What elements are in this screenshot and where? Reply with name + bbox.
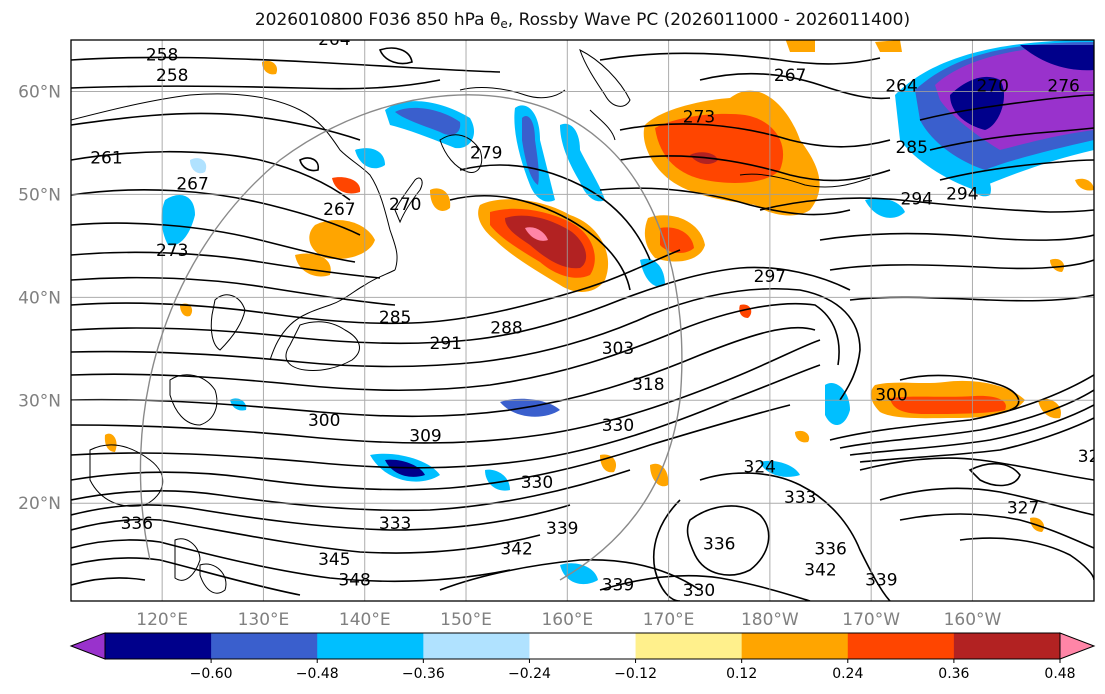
contour-label: 258 — [146, 46, 178, 66]
contour-label: 270 — [389, 195, 421, 215]
colorbar-tick-label: −0.36 — [402, 666, 445, 682]
contour-label: 300 — [875, 385, 907, 405]
colorbar-extend-low — [69, 632, 106, 660]
lon-tick-label: 150°E — [440, 610, 492, 630]
contour-label: 261 — [90, 149, 122, 169]
contour-label: 285 — [379, 308, 411, 328]
lat-lon-gridlines — [71, 40, 1094, 601]
contour-label: 297 — [754, 267, 786, 287]
contour-label: 291 — [430, 334, 462, 354]
colorbar-segment — [953, 633, 1061, 659]
map-frame — [70, 39, 1095, 602]
contour-label: 330 — [521, 473, 553, 493]
contour-label: 267 — [323, 200, 355, 220]
colorbar-segment — [105, 633, 212, 659]
anomaly-shading — [104, 40, 1094, 585]
contour-label: 336 — [703, 535, 735, 555]
colorbar-tick-label: −0.60 — [190, 666, 233, 682]
contour-label: 324 — [1078, 447, 1105, 467]
colorbar-tick-label: −0.48 — [296, 666, 339, 682]
contour-label: 294 — [901, 190, 933, 210]
colorbar-segment — [529, 633, 637, 659]
contour-label: 336 — [814, 540, 846, 560]
lat-tick-label: 40°N — [18, 288, 61, 308]
contour-label: 270 — [976, 76, 1008, 96]
contour-label: 342 — [500, 540, 532, 560]
contour-label: 330 — [602, 416, 634, 436]
colorbar-tick-label: 0.24 — [832, 666, 863, 682]
lon-tick-label: 140°E — [339, 610, 391, 630]
lon-tick-label: 170°W — [842, 610, 900, 630]
latitude-tick-labels: 60°N 50°N 40°N 30°N 20°N — [18, 82, 61, 514]
contour-label: 342 — [804, 560, 836, 580]
longitude-tick-labels: 120°E 130°E 140°E 150°E 160°E 170°E 180°W 170°W… — [136, 610, 1001, 630]
theta-e-contours — [71, 47, 1094, 601]
contour-label: 264 — [318, 30, 350, 50]
map-title: 2026010800 F036 850 hPa θe, Rossby Wave … — [254, 10, 911, 31]
contour-label: 288 — [490, 318, 522, 338]
contour-label: 273 — [683, 107, 715, 127]
contour-label: 348 — [338, 571, 370, 591]
contour-label: 303 — [602, 339, 634, 359]
contour-label: 276 — [1047, 76, 1079, 96]
contour-label: 267 — [774, 66, 806, 86]
colorbar-tick-label: −0.24 — [508, 666, 551, 682]
contour-label: 333 — [784, 488, 816, 508]
colorbar-segment — [847, 633, 955, 659]
contour-label: 279 — [470, 143, 502, 163]
colorbar-outline — [104, 632, 1061, 660]
coastlines — [71, 49, 871, 594]
lon-tick-label: 120°E — [136, 610, 188, 630]
contour-label: 339 — [602, 576, 634, 596]
colorbar-segment — [635, 633, 743, 659]
lat-tick-label: 20°N — [18, 494, 61, 514]
lon-tick-label: 170°E — [643, 610, 695, 630]
lon-tick-label: 180°W — [741, 610, 799, 630]
contour-label: 330 — [683, 581, 715, 601]
contour-label: 309 — [409, 426, 441, 446]
contour-label: 264 — [885, 76, 917, 96]
colorbar-segment — [741, 633, 849, 659]
lat-tick-label: 50°N — [18, 185, 61, 205]
contour-label: 318 — [632, 375, 664, 395]
contour-label: 258 — [156, 66, 188, 86]
lon-tick-label: 160°W — [944, 610, 1002, 630]
lon-tick-label: 130°E — [238, 610, 290, 630]
colorbar-tick-label: 0.48 — [1044, 666, 1075, 682]
contour-label: 336 — [121, 514, 153, 534]
colorbar-tick-label: 0.36 — [938, 666, 969, 682]
contour-label: 267 — [176, 174, 208, 194]
colorbar-extend-high — [1059, 632, 1096, 660]
contour-label: 294 — [946, 185, 978, 205]
lat-tick-label: 30°N — [18, 391, 61, 411]
contour-label: 324 — [744, 457, 776, 477]
colorbar-segment — [317, 633, 424, 659]
lat-tick-label: 60°N — [18, 82, 61, 102]
colorbar: −0.60 −0.48 −0.36 −0.24 −0.12 0.12 0.24 0.36 0.4… — [69, 632, 1096, 682]
contour-label: 285 — [895, 138, 927, 158]
contour-label: 345 — [318, 550, 350, 570]
colorbar-tick-label: 0.12 — [726, 666, 757, 682]
projection-outline — [139, 94, 683, 581]
contour-label: 327 — [1007, 499, 1039, 519]
contour-label: 300 — [308, 411, 340, 431]
contour-label: 339 — [865, 571, 897, 591]
colorbar-segment — [211, 633, 318, 659]
colorbar-tick-label: −0.12 — [614, 666, 657, 682]
lon-tick-label: 160°E — [541, 610, 593, 630]
contour-label: 339 — [546, 519, 578, 539]
contour-label: 273 — [156, 241, 188, 261]
contour-label: 333 — [379, 514, 411, 534]
colorbar-segment — [423, 633, 530, 659]
